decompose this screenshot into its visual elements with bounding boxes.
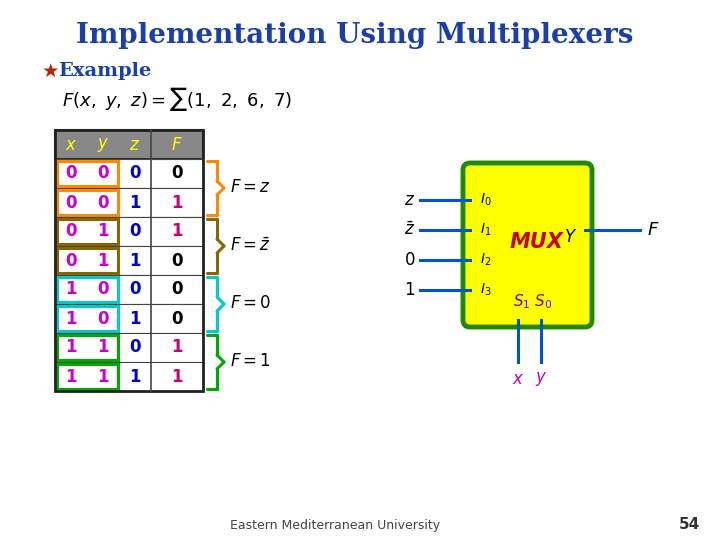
Bar	[55, 246, 203, 275]
Bar	[56, 335, 117, 360]
Text: 0: 0	[130, 165, 140, 183]
Text: 0: 0	[171, 252, 183, 269]
Bar	[55, 130, 203, 391]
Bar	[55, 217, 203, 246]
Text: Eastern Mediterranean University: Eastern Mediterranean University	[230, 519, 440, 532]
Text: $y$: $y$	[96, 136, 109, 153]
Text: 1: 1	[171, 222, 183, 240]
Text: 1: 1	[66, 309, 77, 327]
Text: 0: 0	[130, 339, 140, 356]
Text: 0: 0	[171, 280, 183, 299]
Text: $F(x,\ y,\ z) = \sum(1,\ 2,\ 6,\ 7)$: $F(x,\ y,\ z) = \sum(1,\ 2,\ 6,\ 7)$	[62, 85, 292, 113]
Text: 0: 0	[171, 309, 183, 327]
Text: 1: 1	[171, 368, 183, 386]
Text: $F = 1$: $F = 1$	[230, 354, 271, 370]
Bar	[56, 364, 117, 389]
Text: $\bar{z}$: $\bar{z}$	[404, 221, 415, 239]
Text: 0: 0	[97, 165, 109, 183]
Text: 1: 1	[130, 252, 140, 269]
Text: $S_1\ S_0$: $S_1\ S_0$	[513, 293, 553, 312]
Bar	[55, 130, 203, 159]
Text: 0: 0	[97, 280, 109, 299]
Text: 1: 1	[66, 280, 77, 299]
Text: $y$: $y$	[535, 370, 547, 388]
Bar	[56, 248, 117, 273]
Text: $I_0$: $I_0$	[480, 192, 492, 208]
Text: $x$: $x$	[65, 136, 77, 153]
Text: $0$: $0$	[403, 251, 415, 269]
Bar	[56, 219, 117, 244]
Text: 1: 1	[130, 309, 140, 327]
Bar	[56, 277, 117, 302]
Text: 1: 1	[66, 368, 77, 386]
Bar	[55, 304, 203, 333]
Text: 0: 0	[171, 165, 183, 183]
Bar	[56, 190, 117, 215]
Text: $F = \bar{z}$: $F = \bar{z}$	[230, 237, 271, 255]
Text: $I_3$: $I_3$	[480, 282, 492, 298]
Bar	[55, 362, 203, 391]
Bar	[55, 188, 203, 217]
Text: $Y$: $Y$	[564, 228, 577, 246]
Text: 0: 0	[130, 222, 140, 240]
Text: 1: 1	[97, 339, 109, 356]
Text: 1: 1	[97, 222, 109, 240]
Text: MUX: MUX	[510, 232, 564, 252]
Text: $z$: $z$	[130, 136, 140, 153]
Text: 0: 0	[97, 193, 109, 212]
Bar	[55, 333, 203, 362]
Text: 0: 0	[130, 280, 140, 299]
Text: Example: Example	[58, 62, 151, 80]
Text: 1: 1	[66, 339, 77, 356]
Text: $F$: $F$	[647, 221, 660, 239]
Text: 1: 1	[130, 193, 140, 212]
Bar	[56, 161, 117, 186]
Text: $z$: $z$	[404, 191, 415, 209]
FancyBboxPatch shape	[463, 163, 592, 327]
Text: 1: 1	[97, 252, 109, 269]
Text: $I_1$: $I_1$	[480, 222, 491, 238]
Text: 0: 0	[97, 309, 109, 327]
Bar	[56, 306, 117, 331]
Text: 0: 0	[66, 165, 77, 183]
Text: $F = 0$: $F = 0$	[230, 295, 271, 313]
Text: 0: 0	[66, 193, 77, 212]
Text: 0: 0	[66, 252, 77, 269]
Text: 54: 54	[679, 517, 700, 532]
Text: 1: 1	[130, 368, 140, 386]
Text: $I_2$: $I_2$	[480, 252, 491, 268]
Text: 1: 1	[97, 368, 109, 386]
Text: 1: 1	[171, 193, 183, 212]
Text: $F$: $F$	[171, 136, 183, 153]
Text: Implementation Using Multiplexers: Implementation Using Multiplexers	[76, 22, 634, 49]
Text: 1: 1	[171, 339, 183, 356]
Text: $F = z$: $F = z$	[230, 179, 271, 197]
Text: $x$: $x$	[512, 370, 524, 388]
Bar	[55, 275, 203, 304]
Text: 0: 0	[66, 222, 77, 240]
Bar	[55, 159, 203, 188]
Text: ★: ★	[42, 62, 60, 81]
Text: $1$: $1$	[404, 281, 415, 299]
